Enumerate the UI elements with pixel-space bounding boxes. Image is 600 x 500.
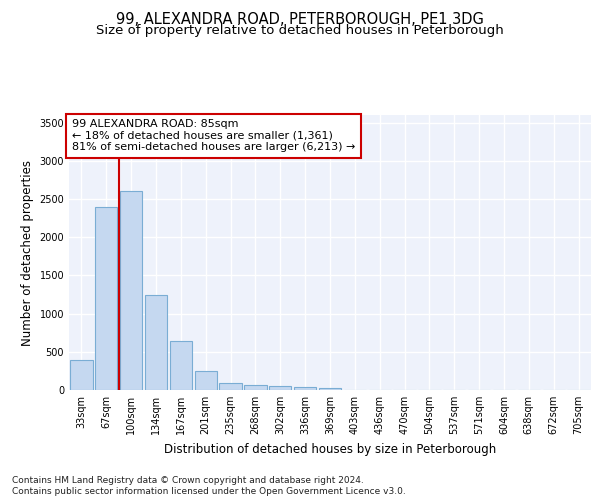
Text: Contains HM Land Registry data © Crown copyright and database right 2024.: Contains HM Land Registry data © Crown c…: [12, 476, 364, 485]
Y-axis label: Number of detached properties: Number of detached properties: [21, 160, 34, 346]
Text: Contains public sector information licensed under the Open Government Licence v3: Contains public sector information licen…: [12, 488, 406, 496]
Bar: [145, 296, 167, 390]
Bar: [269, 386, 292, 390]
Bar: [294, 387, 316, 390]
Bar: [170, 341, 192, 390]
Bar: [244, 386, 266, 390]
Bar: [120, 192, 142, 390]
Text: Size of property relative to detached houses in Peterborough: Size of property relative to detached ho…: [96, 24, 504, 37]
Text: 99 ALEXANDRA ROAD: 85sqm
← 18% of detached houses are smaller (1,361)
81% of sem: 99 ALEXANDRA ROAD: 85sqm ← 18% of detach…: [71, 119, 355, 152]
Bar: [319, 388, 341, 390]
Bar: [194, 370, 217, 390]
Text: 99, ALEXANDRA ROAD, PETERBOROUGH, PE1 3DG: 99, ALEXANDRA ROAD, PETERBOROUGH, PE1 3D…: [116, 12, 484, 28]
Bar: [70, 360, 92, 390]
X-axis label: Distribution of detached houses by size in Peterborough: Distribution of detached houses by size …: [164, 442, 496, 456]
Bar: [220, 382, 242, 390]
Bar: [95, 206, 118, 390]
